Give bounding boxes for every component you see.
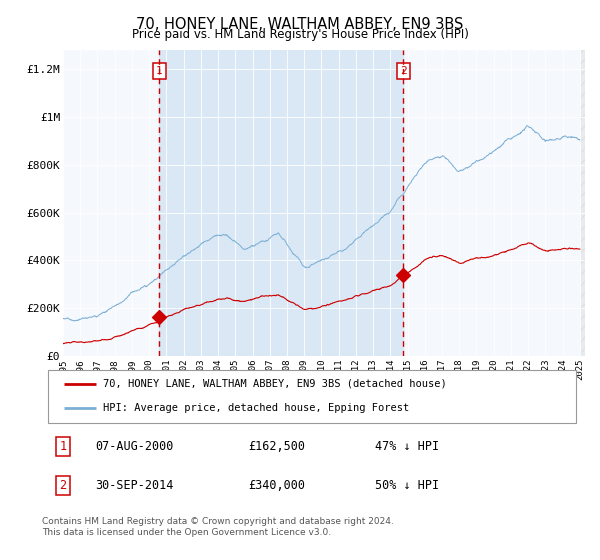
Text: 2: 2 <box>59 479 67 492</box>
Text: 07-AUG-2000: 07-AUG-2000 <box>95 440 174 453</box>
Text: 1: 1 <box>59 440 67 453</box>
Point <box>154 312 164 321</box>
Text: HPI: Average price, detached house, Epping Forest: HPI: Average price, detached house, Eppi… <box>103 403 410 413</box>
Text: 70, HONEY LANE, WALTHAM ABBEY, EN9 3BS (detached house): 70, HONEY LANE, WALTHAM ABBEY, EN9 3BS (… <box>103 379 447 389</box>
Point <box>398 270 408 279</box>
Text: Contains HM Land Registry data © Crown copyright and database right 2024.
This d: Contains HM Land Registry data © Crown c… <box>42 517 394 537</box>
Text: 50% ↓ HPI: 50% ↓ HPI <box>376 479 439 492</box>
Bar <box>159 50 403 356</box>
Text: 2: 2 <box>400 66 407 76</box>
Text: 30-SEP-2014: 30-SEP-2014 <box>95 479 174 492</box>
Bar <box>580 50 585 356</box>
Text: 1: 1 <box>156 66 163 76</box>
Text: 47% ↓ HPI: 47% ↓ HPI <box>376 440 439 453</box>
Text: Price paid vs. HM Land Registry's House Price Index (HPI): Price paid vs. HM Land Registry's House … <box>131 28 469 41</box>
Text: £162,500: £162,500 <box>248 440 305 453</box>
Text: £340,000: £340,000 <box>248 479 305 492</box>
Text: 70, HONEY LANE, WALTHAM ABBEY, EN9 3BS: 70, HONEY LANE, WALTHAM ABBEY, EN9 3BS <box>136 17 464 32</box>
